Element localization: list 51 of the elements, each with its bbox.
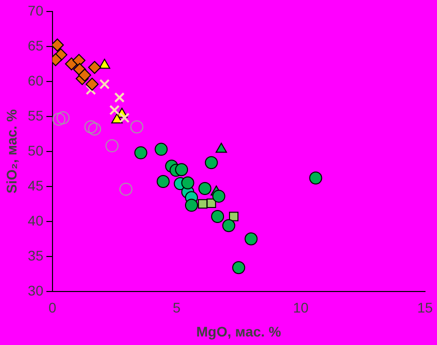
point bbox=[134, 146, 148, 160]
point bbox=[88, 60, 102, 74]
point bbox=[56, 111, 70, 124]
point bbox=[99, 78, 110, 90]
point bbox=[84, 120, 98, 134]
y-tick-label: 55 bbox=[28, 107, 44, 124]
point bbox=[212, 190, 226, 203]
point bbox=[78, 68, 92, 82]
point bbox=[154, 142, 168, 156]
y-tick-label: 60 bbox=[28, 72, 44, 88]
y-axis-title: SiO₂, мас. % bbox=[3, 108, 20, 194]
point bbox=[228, 212, 238, 222]
point bbox=[309, 172, 322, 184]
point bbox=[130, 120, 144, 134]
point bbox=[52, 38, 64, 52]
point bbox=[206, 198, 216, 208]
x-axis-title: MgO, мас. % bbox=[196, 323, 282, 340]
y-tick-label: 70 bbox=[28, 2, 44, 18]
x-tick-label: 15 bbox=[417, 300, 433, 316]
y-tick-label: 35 bbox=[28, 247, 44, 264]
y-tick-label: 65 bbox=[28, 37, 44, 54]
point bbox=[198, 199, 208, 209]
point bbox=[109, 104, 120, 116]
y-tick-label: 40 bbox=[28, 212, 44, 228]
point bbox=[156, 175, 170, 188]
point bbox=[211, 210, 224, 223]
point bbox=[184, 198, 198, 212]
point bbox=[175, 163, 188, 176]
point bbox=[198, 182, 212, 195]
x-tick-label: 5 bbox=[172, 300, 181, 316]
point bbox=[119, 182, 132, 196]
y-tick-label: 50 bbox=[28, 142, 44, 158]
point bbox=[114, 92, 125, 103]
point bbox=[86, 84, 96, 96]
point bbox=[232, 261, 246, 274]
y-tick-label: 45 bbox=[28, 177, 44, 194]
point bbox=[244, 232, 258, 246]
x-tick-label: 10 bbox=[293, 300, 309, 316]
point bbox=[216, 142, 227, 153]
point bbox=[88, 122, 102, 136]
point bbox=[52, 112, 66, 126]
point bbox=[119, 112, 130, 124]
point bbox=[86, 78, 99, 91]
point bbox=[98, 58, 110, 69]
point bbox=[72, 54, 86, 67]
point bbox=[204, 156, 218, 170]
point bbox=[105, 139, 118, 152]
y-tick-label: 30 bbox=[28, 282, 44, 298]
x-tick-label: 0 bbox=[48, 300, 56, 316]
point bbox=[181, 176, 194, 190]
point bbox=[222, 219, 236, 232]
